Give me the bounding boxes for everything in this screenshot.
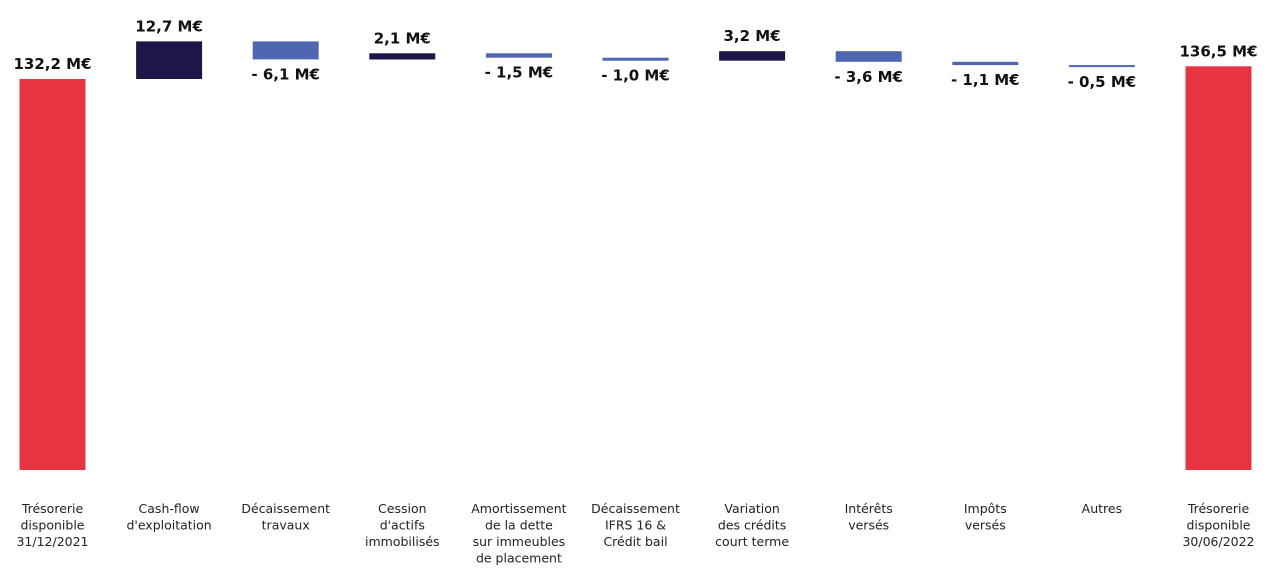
category-label-5-line-1: IFRS 16 & — [605, 518, 666, 533]
value-label-7: - 3,6 M€ — [834, 68, 903, 86]
category-label-6-line-1: des crédits — [718, 518, 786, 533]
category-label-4-line-3: de placement — [476, 551, 562, 566]
category-label-8-line-1: versés — [965, 518, 1006, 533]
bar-10 — [1185, 66, 1252, 471]
category-label-4-line-0: Amortissement — [471, 501, 566, 516]
value-label-10: 136,5 M€ — [1179, 42, 1257, 60]
category-label-9: Autres — [1082, 501, 1122, 516]
category-label-1: Cash-flow d'exploitation — [126, 501, 211, 533]
category-label-6-line-0: Variation — [724, 501, 779, 516]
category-label-9-line-0: Autres — [1082, 501, 1122, 516]
value-label-0: 132,2 M€ — [13, 55, 91, 73]
category-label-5-line-2: Crédit bail — [603, 534, 667, 549]
category-label-10: Trésorerie disponible 30/06/2022 — [1182, 501, 1254, 549]
category-label-3-line-2: immobilisés — [365, 534, 440, 549]
category-label-0-line-1: disponible — [21, 518, 85, 533]
category-label-1-line-1: d'exploitation — [126, 518, 211, 533]
category-label-0-line-0: Trésorerie — [21, 501, 84, 516]
value-labels-layer: 132,2 M€ 12,7 M€ - 6,1 M€ 2,1 M€ - 1,5 M€ - 1… — [13, 17, 1257, 91]
category-label-2-line-1: travaux — [262, 518, 310, 533]
value-label-1: 12,7 M€ — [135, 17, 203, 35]
bar-6 — [719, 51, 786, 61]
category-label-0: Trésorerie disponible 31/12/2021 — [16, 501, 88, 549]
value-label-8: - 1,1 M€ — [951, 71, 1020, 89]
bar-0 — [19, 79, 86, 470]
category-label-3-line-0: Cession — [378, 501, 427, 516]
category-label-10-line-0: Trésorerie — [1187, 501, 1250, 516]
value-label-4: - 1,5 M€ — [485, 64, 554, 82]
category-label-4-line-2: sur immeubles — [473, 534, 566, 549]
category-label-8: Impôts versés — [964, 501, 1007, 533]
value-label-9: - 0,5 M€ — [1068, 73, 1137, 91]
category-label-2-line-0: Décaissement — [241, 501, 330, 516]
category-label-6-line-2: court terme — [715, 534, 789, 549]
category-label-5: Décaissement IFRS 16 & Crédit bail — [591, 501, 680, 549]
bar-2 — [252, 41, 319, 60]
bar-8 — [952, 61, 1019, 66]
value-label-5: - 1,0 M€ — [601, 67, 670, 85]
category-label-10-line-1: disponible — [1187, 518, 1251, 533]
category-label-5-line-0: Décaissement — [591, 501, 680, 516]
category-label-7-line-1: versés — [848, 518, 889, 533]
category-label-3-line-1: d'actifs — [380, 518, 425, 533]
category-label-6: Variation des crédits court terme — [715, 501, 789, 549]
category-label-7: Intérêts versés — [845, 501, 893, 533]
category-label-10-line-2: 30/06/2022 — [1182, 534, 1254, 549]
bar-5 — [602, 57, 669, 61]
bar-7 — [835, 51, 902, 62]
value-label-6: 3,2 M€ — [724, 27, 781, 45]
value-label-3: 2,1 M€ — [374, 29, 431, 47]
category-label-8-line-0: Impôts — [964, 501, 1007, 516]
category-label-4-line-1: de la dette — [485, 518, 553, 533]
category-label-4: Amortissement de la dette sur immeubles de … — [471, 501, 566, 566]
category-label-1-line-0: Cash-flow — [139, 501, 200, 516]
bars-layer — [19, 41, 1252, 471]
value-label-2: - 6,1 M€ — [251, 66, 320, 84]
bar-4 — [485, 53, 552, 58]
category-label-7-line-0: Intérêts — [845, 501, 893, 516]
category-label-3: Cession d'actifs immobilisés — [365, 501, 440, 549]
category-label-2: Décaissement travaux — [241, 501, 330, 533]
bar-9 — [1068, 65, 1135, 68]
bar-1 — [136, 41, 203, 79]
category-label-0-line-2: 31/12/2021 — [16, 534, 88, 549]
bar-3 — [369, 53, 436, 60]
